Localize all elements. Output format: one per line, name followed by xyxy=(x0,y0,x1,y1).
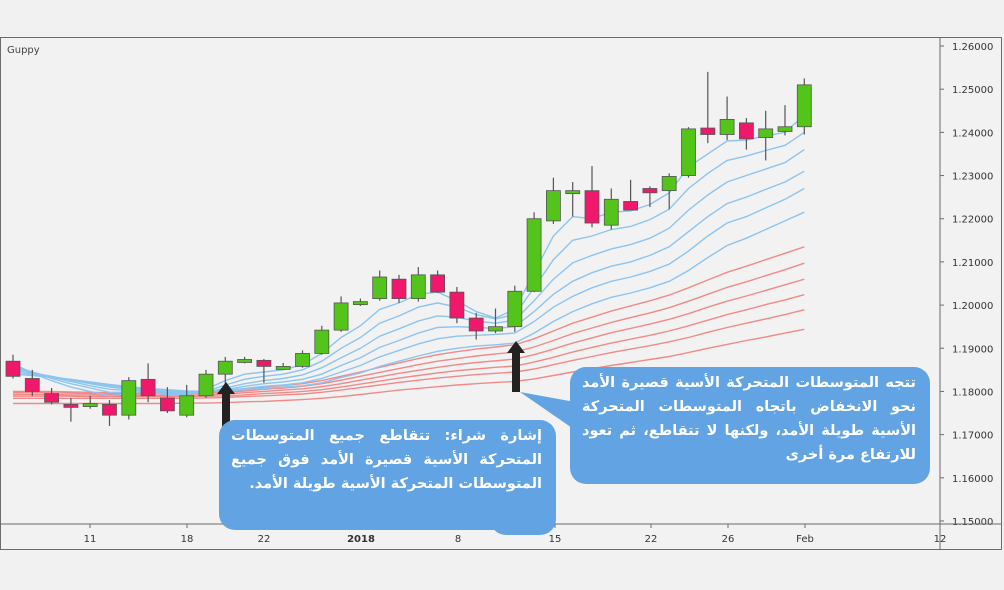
candle xyxy=(159,387,175,414)
price-tick-label: 1.18000 xyxy=(952,387,993,398)
date-tick-label: 2018 xyxy=(347,534,375,545)
date-tick-label: 22 xyxy=(645,534,658,545)
candle xyxy=(719,96,735,141)
candle xyxy=(5,354,21,379)
candle xyxy=(777,105,793,136)
price-tick-label: 1.20000 xyxy=(952,301,993,312)
indicator-title: Guppy xyxy=(7,45,40,56)
candle xyxy=(256,359,272,383)
candle xyxy=(449,286,465,324)
candle xyxy=(121,377,137,420)
candle xyxy=(217,356,233,388)
pullback-callout: تتجه المتوسطات المتحركة الأسية قصيرة الأ… xyxy=(570,367,930,484)
date-tick-label: Feb xyxy=(796,534,814,545)
date-tick-label: 8 xyxy=(455,534,461,545)
price-tick-label: 1.26000 xyxy=(952,42,993,53)
callout-pointer xyxy=(520,392,575,430)
candle xyxy=(796,78,812,135)
price-tick-label: 1.16000 xyxy=(952,474,993,485)
date-tick-label: 11 xyxy=(84,534,97,545)
candle xyxy=(237,356,253,364)
date-tick-label: 18 xyxy=(181,534,194,545)
date-tick-label: 22 xyxy=(258,534,271,545)
annotation-arrows xyxy=(217,341,525,432)
candle xyxy=(468,312,484,340)
candle xyxy=(198,369,214,398)
buy-signal-arrow-icon xyxy=(217,382,235,432)
candle xyxy=(642,186,658,208)
buy-signal-callout: إشارة شراء: تتقاطع جميع المتوسطات المتحر… xyxy=(219,420,556,530)
price-tick-label: 1.22000 xyxy=(952,215,993,226)
price-tick-label: 1.19000 xyxy=(952,344,993,355)
candle xyxy=(44,387,59,405)
candle xyxy=(63,397,79,422)
candle xyxy=(352,298,368,306)
candle xyxy=(372,270,388,301)
price-tick-label: 1.17000 xyxy=(952,431,993,442)
candle xyxy=(526,212,542,293)
candle xyxy=(275,362,291,370)
short-ema-line xyxy=(12,170,805,394)
price-tick-label: 1.24000 xyxy=(952,128,993,139)
long-ema-line xyxy=(13,294,805,398)
retest-arrow-icon xyxy=(507,341,525,392)
candle xyxy=(82,395,98,409)
date-tick-label: 26 xyxy=(722,534,735,545)
long-ema-line xyxy=(13,309,805,399)
long-ema-line xyxy=(13,328,805,405)
candle xyxy=(430,270,446,293)
candle xyxy=(410,267,426,302)
candle xyxy=(603,188,619,230)
price-axis: 1.26000 1.25000 1.24000 1.23000 1.22000 1.210… xyxy=(939,37,993,550)
candle xyxy=(546,177,561,224)
candle xyxy=(140,363,156,403)
date-tick-label: 15 xyxy=(549,534,562,545)
candle xyxy=(488,308,503,334)
price-tick-label: 1.21000 xyxy=(952,258,993,269)
candle xyxy=(623,179,638,211)
candle xyxy=(661,173,677,210)
candle xyxy=(700,71,716,144)
candle xyxy=(584,166,600,228)
candle xyxy=(102,400,117,426)
candlesticks xyxy=(5,71,812,426)
candle xyxy=(333,296,349,332)
candle xyxy=(681,127,696,178)
candle xyxy=(314,325,330,355)
candle xyxy=(758,110,774,161)
candle xyxy=(739,118,754,150)
candle xyxy=(391,274,407,303)
candle xyxy=(179,384,195,418)
candle xyxy=(295,350,310,368)
price-tick-label: 1.25000 xyxy=(952,85,993,96)
candle xyxy=(565,182,581,217)
price-tick-label: 1.15000 xyxy=(952,517,993,528)
price-tick-label: 1.23000 xyxy=(952,172,993,183)
candle xyxy=(507,285,523,332)
candle xyxy=(24,369,40,396)
date-tick-label: 12 xyxy=(934,534,947,545)
